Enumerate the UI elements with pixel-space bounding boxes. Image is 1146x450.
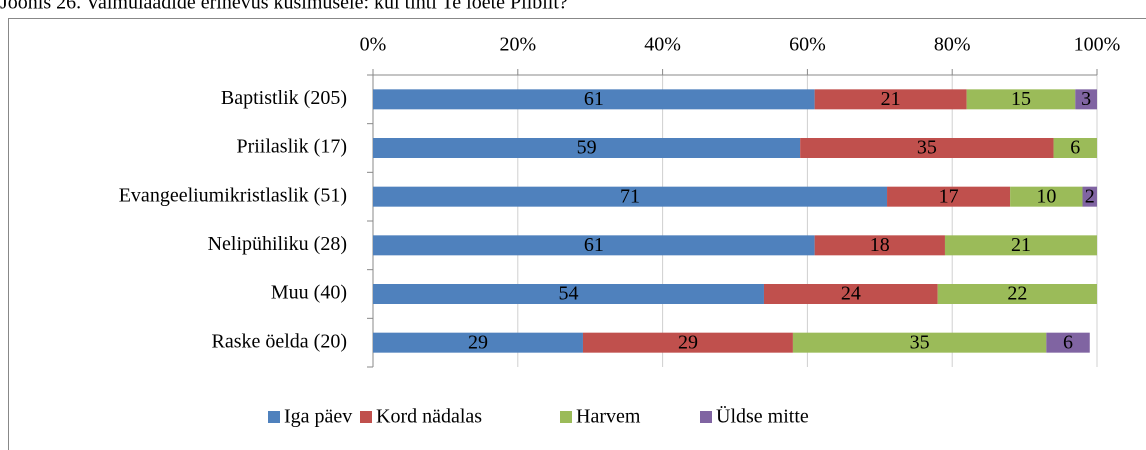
bar-segment xyxy=(1075,89,1097,110)
data-label: 3 xyxy=(1081,88,1091,110)
bar-segment xyxy=(1082,186,1097,207)
bar-segment xyxy=(373,89,815,110)
y-tick-label: Priilaslik (17) xyxy=(236,136,347,158)
legend-label: Üldse mitte xyxy=(716,405,809,428)
data-label: 35 xyxy=(910,331,930,353)
legend-label: Kord nädalas xyxy=(376,406,482,428)
data-label: 17 xyxy=(939,185,959,207)
data-label: 29 xyxy=(678,331,698,353)
data-label: 35 xyxy=(917,137,937,159)
data-label: 59 xyxy=(577,137,597,159)
data-label: 71 xyxy=(620,185,640,207)
bar-segment xyxy=(887,186,1011,207)
bar-segment xyxy=(582,332,793,353)
y-tick-label: Raske öelda (20) xyxy=(211,330,347,352)
x-tick-label: 20% xyxy=(499,34,536,56)
bar-segment xyxy=(814,235,945,256)
data-label: 10 xyxy=(1036,185,1056,207)
chart-title: Joonis 26. Vaimulaadide erinevus küsimus… xyxy=(0,0,568,14)
x-tick-label: 100% xyxy=(1074,34,1121,56)
data-label: 29 xyxy=(468,331,488,353)
legend-swatch xyxy=(268,411,280,423)
bar-segment xyxy=(373,138,801,158)
bar-segment xyxy=(966,89,1076,110)
data-label: 6 xyxy=(1063,331,1073,353)
bar-segment xyxy=(1010,186,1083,207)
y-tick-label: Evangeeliumikristlaslik (51) xyxy=(119,184,347,206)
bar-segment xyxy=(944,235,1097,256)
data-label: 61 xyxy=(584,234,604,256)
chart-frame xyxy=(8,18,1146,450)
x-tick-label: 60% xyxy=(789,34,826,56)
data-label: 2 xyxy=(1085,185,1095,207)
legend-swatch xyxy=(360,411,372,423)
bar-segment xyxy=(763,284,938,304)
bar-segment xyxy=(1053,138,1097,158)
data-label: 22 xyxy=(1007,283,1027,305)
data-label: 24 xyxy=(841,283,861,305)
bar-segment xyxy=(937,284,1097,304)
data-label: 15 xyxy=(1011,88,1031,110)
x-tick-label: 0% xyxy=(360,34,387,56)
legend-label: Iga päev xyxy=(284,406,352,428)
bar-segment xyxy=(373,186,888,207)
bar-segment xyxy=(814,89,967,110)
data-label: 21 xyxy=(881,88,901,110)
bar-segment xyxy=(792,332,1047,353)
bar-segment xyxy=(373,332,583,353)
data-label: 6 xyxy=(1070,137,1080,159)
bar-segment xyxy=(373,235,815,256)
data-label: 54 xyxy=(558,283,578,305)
legend-swatch xyxy=(560,411,572,423)
legend-label: Harvem xyxy=(576,406,641,428)
data-label: 18 xyxy=(870,234,890,256)
y-tick-label: Baptistlik (205) xyxy=(221,87,347,109)
bar-segment xyxy=(1046,332,1090,353)
data-label: 21 xyxy=(1011,234,1031,256)
y-tick-label: Muu (40) xyxy=(271,282,347,304)
legend-swatch xyxy=(700,411,712,423)
x-tick-label: 40% xyxy=(644,34,681,56)
data-label: 61 xyxy=(584,88,604,110)
x-tick-label: 80% xyxy=(934,34,971,56)
y-tick-label: Nelipühiliku (28) xyxy=(208,233,347,255)
bar-segment xyxy=(373,284,764,304)
bar-segment xyxy=(800,138,1054,158)
